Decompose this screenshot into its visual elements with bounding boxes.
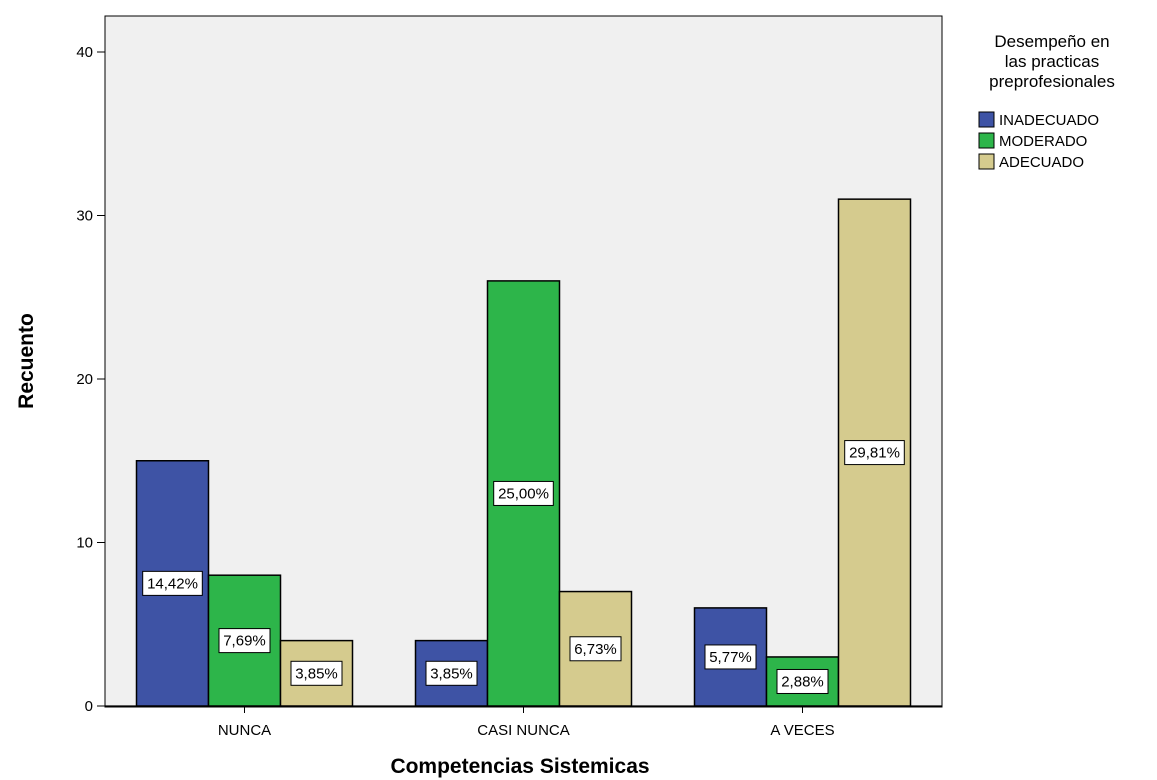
y-tick-label: 20: [76, 371, 93, 388]
y-axis: 0 10 20 30 40: [76, 44, 105, 715]
legend-title-line-1: Desempeño en: [994, 32, 1109, 51]
legend-label-inadecuado: INADECUADO: [999, 112, 1099, 129]
y-tick-label: 0: [85, 698, 93, 715]
x-axis-title: Competencias Sistemicas: [390, 755, 649, 778]
x-axis: NUNCA CASI NUNCA A VECES: [105, 705, 942, 739]
legend-swatch-adecuado: [978, 153, 995, 170]
data-label: 2,88%: [781, 673, 824, 690]
data-label-box: [844, 440, 905, 466]
y-tick-label: 40: [76, 44, 93, 61]
data-label-box: [218, 628, 271, 654]
y-axis-title: Recuento: [15, 313, 38, 409]
y-tick-label: 30: [76, 208, 93, 225]
legend-label-moderado: MODERADO: [999, 133, 1087, 150]
data-label: 3,85%: [430, 665, 473, 682]
legend-label-adecuado: ADECUADO: [999, 154, 1084, 171]
legend-swatch-inadecuado: [978, 111, 995, 128]
legend: Desempeño en las practicas preprofesiona…: [978, 32, 1115, 171]
data-label: 29,81%: [849, 445, 900, 462]
data-label: 3,85%: [295, 665, 338, 682]
data-label: 14,42%: [147, 575, 198, 592]
x-tick-label: CASI NUNCA: [477, 722, 570, 739]
legend-title-line-2: las practicas: [1005, 52, 1099, 71]
data-label: 5,77%: [709, 649, 752, 666]
data-label-box: [493, 480, 554, 506]
data-labels: 14,42% 7,69% 3,85% 3,85% 25,00% 6,73% 5,77% 2,8…: [142, 440, 905, 694]
legend-swatch-moderado: [978, 132, 995, 149]
data-label-box: [704, 644, 757, 670]
x-tick-label: A VECES: [770, 722, 834, 739]
legend-title-line-3: preprofesionales: [989, 72, 1115, 91]
x-tick-label: NUNCA: [218, 722, 271, 739]
data-label-box: [290, 660, 343, 686]
data-label-box: [776, 668, 829, 694]
y-tick-label: 10: [76, 535, 93, 552]
data-label-box: [142, 570, 203, 596]
data-label: 7,69%: [223, 633, 266, 650]
data-label: 25,00%: [498, 485, 549, 502]
data-label-box: [569, 636, 622, 662]
data-label: 6,73%: [574, 641, 617, 658]
data-label-box: [425, 660, 478, 686]
